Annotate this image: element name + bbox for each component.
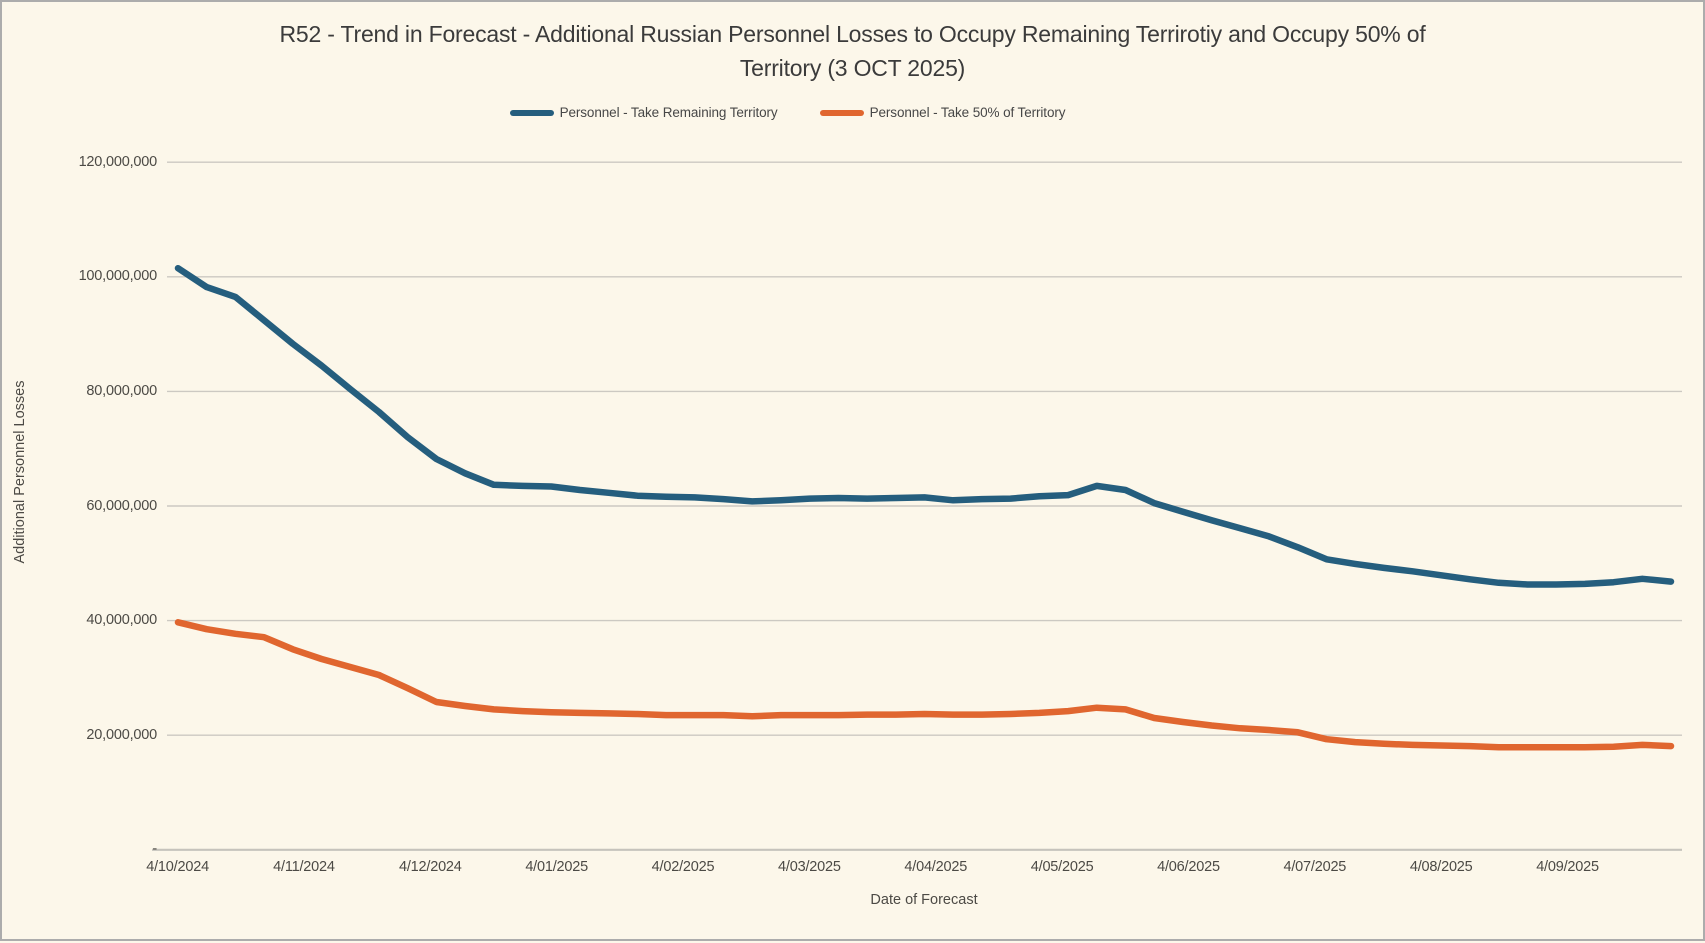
y-tick-label: 120,000,000 [78, 153, 158, 170]
series-line-fifty-pct-territory [174, 619, 1675, 751]
x-tick-label: 4/06/2025 [1157, 859, 1220, 875]
y-tick-label: 20,000,000 [86, 726, 157, 743]
x-tick-label: 4/01/2025 [525, 859, 589, 875]
x-tick-label: 4/07/2025 [1283, 859, 1347, 875]
legend-label-remaining: Personnel - Take Remaining Territory [559, 105, 778, 120]
chart-title-line1: R52 - Trend in Forecast - Additional Rus… [279, 21, 1426, 47]
chart-title-line2: Territory (3 OCT 2025) [739, 55, 966, 81]
legend-line-swatch-fifty-pct [819, 109, 864, 116]
legend-item-fifty-pct-territory: Personnel - Take 50% of Territory [819, 105, 1066, 120]
y-tick-label: 40,000,000 [86, 612, 157, 629]
x-tick-label: 4/09/2025 [1536, 859, 1599, 875]
series-line-remaining-territory [174, 264, 1675, 588]
x-tick-label: 4/10/2024 [146, 859, 209, 875]
y-tick-label: - [152, 841, 157, 858]
y-axis-title: Additional Personnel Losses [12, 380, 28, 564]
y-tick-label: 100,000,000 [78, 268, 158, 285]
x-tick-label: 4/03/2025 [778, 859, 841, 875]
x-tick-label: 4/02/2025 [651, 859, 715, 875]
x-tick-label: 4/04/2025 [904, 859, 968, 875]
legend-line-swatch-remaining [509, 109, 554, 116]
x-axis-title: Date of Forecast [870, 892, 978, 908]
x-tick-label: 4/05/2025 [1030, 859, 1094, 875]
legend-label-fifty-pct: Personnel - Take 50% of Territory [869, 105, 1066, 120]
x-tick-label: 4/12/2024 [398, 859, 462, 875]
x-tick-label: 4/08/2025 [1409, 859, 1473, 875]
chart-legend: Personnel - Take Remaining Territory Per… [2, 105, 1703, 120]
legend-item-remaining-territory: Personnel - Take Remaining Territory [509, 105, 778, 120]
chart-title: R52 - Trend in Forecast - Additional Rus… [2, 17, 1703, 85]
x-tick-label: 4/11/2024 [273, 859, 335, 875]
y-tick-label: 80,000,000 [86, 382, 157, 399]
y-tick-label: 60,000,000 [86, 497, 157, 514]
